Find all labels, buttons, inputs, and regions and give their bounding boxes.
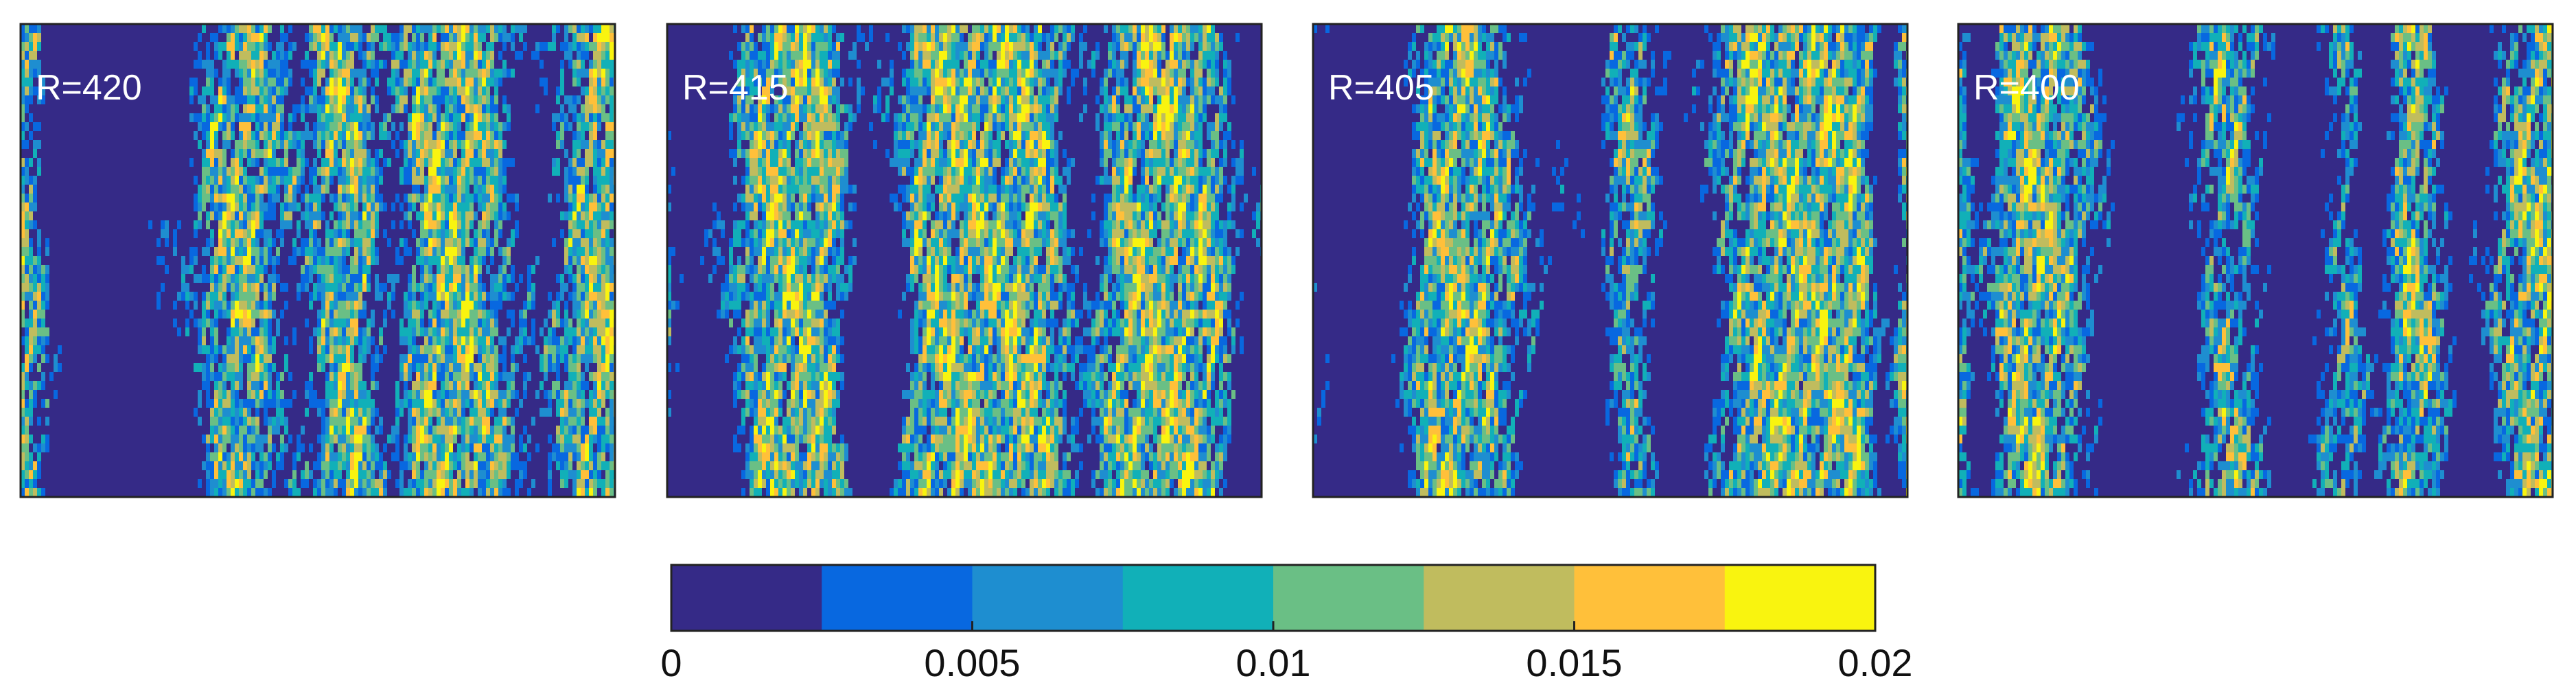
colorbar-tick-label: 0.005 bbox=[924, 641, 1020, 684]
panel-frame bbox=[1312, 23, 1909, 498]
heatmap-level-2 bbox=[1958, 24, 2553, 497]
colorbar-segment bbox=[822, 565, 973, 631]
heatmap-panel bbox=[667, 24, 1262, 497]
colorbar-segment bbox=[1273, 565, 1424, 631]
colorbar-tick-label: 0.02 bbox=[1838, 641, 1913, 684]
heatmap-level-6 bbox=[1958, 24, 2553, 497]
colorbar-segment bbox=[1574, 565, 1726, 631]
colorbar-segment bbox=[1122, 565, 1274, 631]
panel-label: R=415 bbox=[682, 68, 789, 108]
heatmap-panel bbox=[21, 24, 615, 497]
heatmap-level-2 bbox=[1313, 24, 1907, 497]
heatmap-level-1 bbox=[1313, 24, 1907, 497]
panel-label: R=405 bbox=[1328, 68, 1435, 108]
heatmap-panel bbox=[1958, 24, 2553, 497]
heatmap-panel bbox=[1313, 24, 1907, 497]
panel-label: R=420 bbox=[36, 68, 142, 108]
colorbar-tick-label: 0 bbox=[660, 641, 682, 684]
colorbar-tick-label: 0.01 bbox=[1236, 641, 1311, 684]
colorbar-segment bbox=[972, 565, 1124, 631]
heatmap-level-5 bbox=[1412, 24, 1907, 497]
heatmap-level-4 bbox=[1408, 24, 1907, 497]
heatmap-level-5 bbox=[21, 24, 615, 497]
panel-frame bbox=[666, 23, 1263, 498]
colorbar-segment bbox=[1724, 565, 1876, 631]
heatmap-level-5 bbox=[1958, 24, 2553, 497]
colorbar-tick-label: 0.015 bbox=[1526, 641, 1622, 684]
colorbar-segment bbox=[671, 565, 822, 631]
panel-frame bbox=[19, 23, 616, 498]
heatmap-level-3 bbox=[21, 24, 615, 497]
heatmap-level-4 bbox=[1958, 24, 2553, 497]
panels: R=420 R=415 R=405 R=400 bbox=[19, 23, 2554, 498]
heatmap-level-7 bbox=[1424, 24, 1907, 497]
heatmap-level-1 bbox=[667, 24, 1262, 497]
colorbar: 0 0.005 0.01 0.015 0.02 bbox=[660, 564, 1913, 684]
colorbar-segment bbox=[1424, 565, 1575, 631]
panel-frame bbox=[1957, 23, 2554, 498]
heatmap-level-7 bbox=[21, 24, 615, 497]
heatmap-level-3 bbox=[1400, 24, 1907, 497]
heatmap-level-1 bbox=[21, 24, 615, 497]
panel-label: R=400 bbox=[1973, 68, 2080, 108]
heatmap-level-4 bbox=[667, 24, 1262, 497]
heatmap-level-6 bbox=[745, 24, 1223, 497]
